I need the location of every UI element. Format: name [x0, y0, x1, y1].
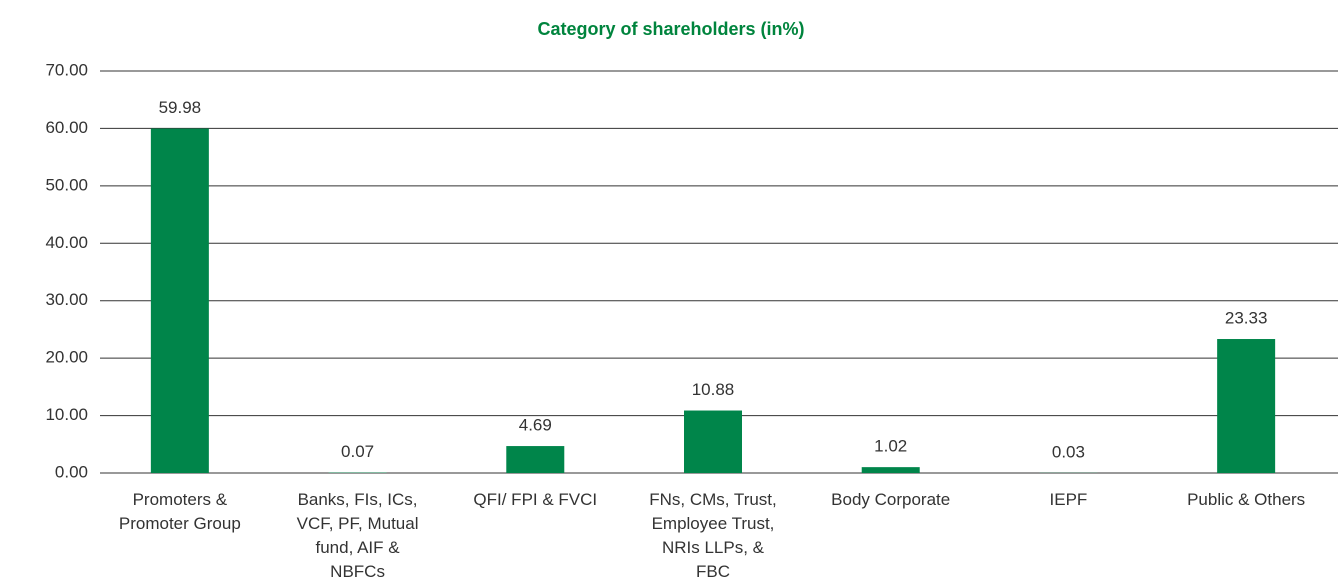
y-tick-label: 60.00 [45, 118, 88, 137]
y-tick-label: 50.00 [45, 175, 88, 194]
value-label: 10.88 [692, 380, 735, 399]
y-tick-label: 0.00 [55, 462, 88, 481]
y-tick-label: 20.00 [45, 348, 88, 367]
value-label: 59.98 [159, 98, 202, 117]
y-tick-label: 30.00 [45, 290, 88, 309]
bar [861, 467, 920, 473]
value-label: 1.02 [874, 437, 907, 456]
value-label: 23.33 [1225, 309, 1268, 328]
y-tick-label: 10.00 [45, 405, 88, 424]
x-tick-label: Banks, FIs, ICs, VCF, PF, Mutual fund, A… [296, 490, 419, 581]
bar [1217, 339, 1276, 473]
x-tick-label: Promoters & Promoter Group [118, 490, 241, 533]
bar [684, 410, 742, 473]
y-tick-label: 70.00 [45, 60, 88, 79]
value-label: 4.69 [519, 416, 552, 435]
bar [506, 446, 565, 473]
bar [150, 128, 209, 473]
x-tick-label: Public & Others [1187, 490, 1306, 509]
value-label: 0.03 [1052, 442, 1085, 461]
x-tick-label: IEPF [1049, 490, 1088, 509]
chart-title: Category of shareholders (in%) [537, 19, 804, 39]
x-tick-label: Body Corporate [831, 490, 951, 509]
y-tick-label: 40.00 [45, 233, 88, 252]
value-label: 0.07 [341, 442, 374, 461]
x-tick-label: QFI/ FPI & FVCI [473, 490, 598, 509]
x-tick-label: FNs, CMs, Trust, Employee Trust, NRIs LL… [649, 490, 777, 581]
